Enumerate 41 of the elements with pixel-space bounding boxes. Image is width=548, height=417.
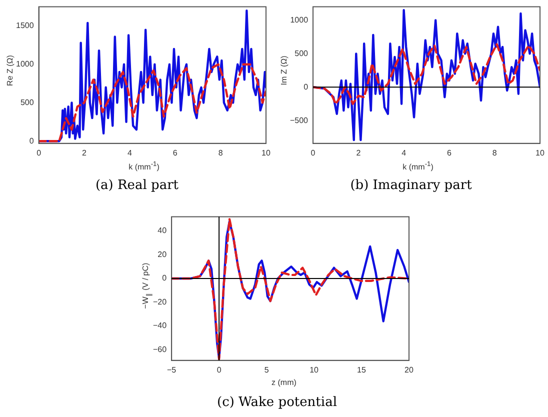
x-tick-label: 0 (310, 148, 316, 158)
y-axis-title: Re Z (Ω) (6, 54, 14, 88)
line-series (313, 43, 540, 105)
y-axis-title: Im Z (Ω) (280, 54, 288, 88)
y-tick-label: 0 (29, 136, 34, 146)
x-tick-label: 6 (446, 148, 452, 158)
x-tick-label: 5 (264, 365, 270, 374)
text: (a) Real part (94, 178, 180, 193)
x-tick-label: 2 (82, 148, 88, 158)
x-tick-label: 2 (356, 148, 362, 158)
y-tick-label: 1000 (16, 60, 34, 69)
x-tick-label: 10 (536, 148, 545, 158)
y-tick-label: −60 (152, 344, 168, 354)
x-tick-label: 20 (404, 365, 414, 374)
y-tick-label: −500 (290, 116, 309, 125)
y-tick-label: 1000 (290, 15, 309, 24)
y-tick-label: 0 (304, 82, 309, 92)
y-tick-label: 0 (162, 274, 168, 283)
y-tick-label: −20 (152, 297, 168, 306)
x-tick-label: 8 (492, 148, 498, 158)
y-tick-label: 1500 (16, 21, 34, 30)
y-tick-label: 20 (158, 250, 168, 259)
x-tick-label: 8 (218, 148, 224, 158)
x-tick-label: 0 (216, 365, 222, 374)
x-axis-title: k (mm$^{-1}$) (402, 161, 434, 172)
text: (c) Wake potential (216, 395, 338, 410)
y-tick-label: 40 (158, 226, 168, 236)
y-tick-label: 500 (294, 48, 309, 58)
y-tick-label: 500 (20, 98, 34, 107)
x-axis-title: k (mm$^{-1}$) (128, 161, 160, 172)
x-axis-title: z (mm) (270, 378, 298, 387)
x-tick-label: 10 (310, 365, 320, 374)
text: (b) Imaginary part (349, 178, 473, 193)
x-tick-label: 0 (36, 148, 42, 158)
y-tick-label: −40 (152, 321, 168, 330)
x-tick-label: 4 (127, 148, 132, 158)
x-tick-label: 4 (402, 148, 407, 158)
x-tick-label: 15 (357, 365, 367, 374)
x-tick-label: 6 (172, 148, 178, 158)
x-tick-label: 10 (262, 148, 271, 158)
x-tick-label: −5 (167, 365, 177, 374)
